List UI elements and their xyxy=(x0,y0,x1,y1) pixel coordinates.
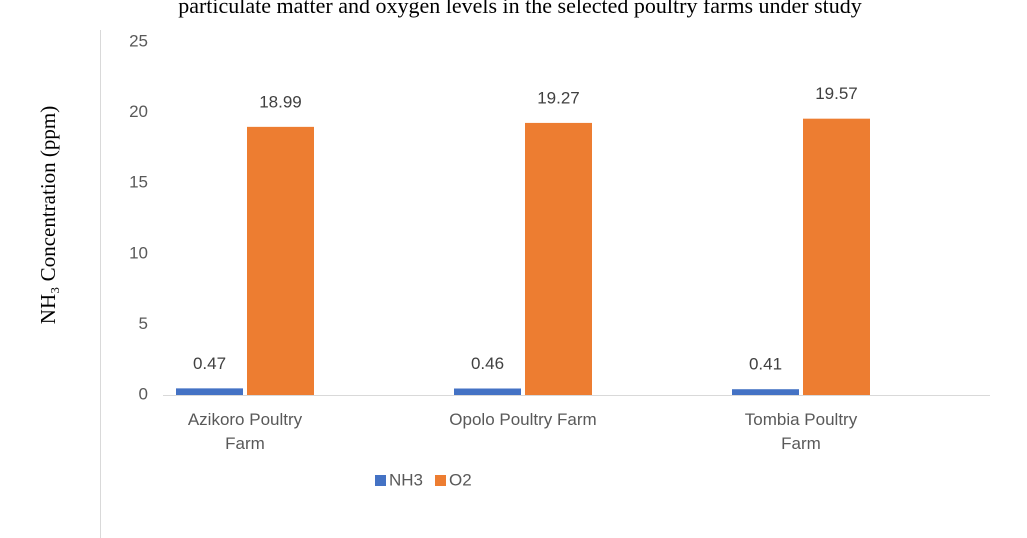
legend-swatch xyxy=(375,475,386,486)
x-tick-label: Azikoro Poultry Farm xyxy=(187,410,303,453)
y-tick-label: 25 xyxy=(129,31,148,50)
bar xyxy=(247,126,314,395)
bar xyxy=(454,388,521,395)
y-tick-label: 20 xyxy=(129,102,148,121)
y-axis-label: NH₃ Concentration (ppm) xyxy=(36,106,60,324)
bar xyxy=(732,389,799,395)
legend-swatch xyxy=(435,475,446,486)
data-label: 19.57 xyxy=(815,84,858,103)
y-tick-label: 10 xyxy=(129,243,148,262)
data-label: 18.99 xyxy=(259,92,302,111)
y-tick-label: 0 xyxy=(139,384,148,403)
data-label: 19.27 xyxy=(537,88,580,107)
legend-label: NH3 xyxy=(389,470,423,489)
data-label: 0.46 xyxy=(471,354,504,373)
y-tick-label: 5 xyxy=(139,314,148,333)
x-tick-label: Opolo Poultry Farm xyxy=(449,410,597,429)
y-tick-label: 15 xyxy=(129,173,148,192)
data-label: 0.47 xyxy=(193,354,226,373)
bar xyxy=(803,118,870,395)
bar xyxy=(525,122,592,396)
x-tick-label: Tombia Poultry Farm xyxy=(744,410,858,453)
legend-label: O2 xyxy=(449,470,472,489)
data-label: 0.41 xyxy=(749,355,782,374)
chart-title: particulate matter and oxygen levels in … xyxy=(178,0,862,18)
bar xyxy=(176,388,243,395)
